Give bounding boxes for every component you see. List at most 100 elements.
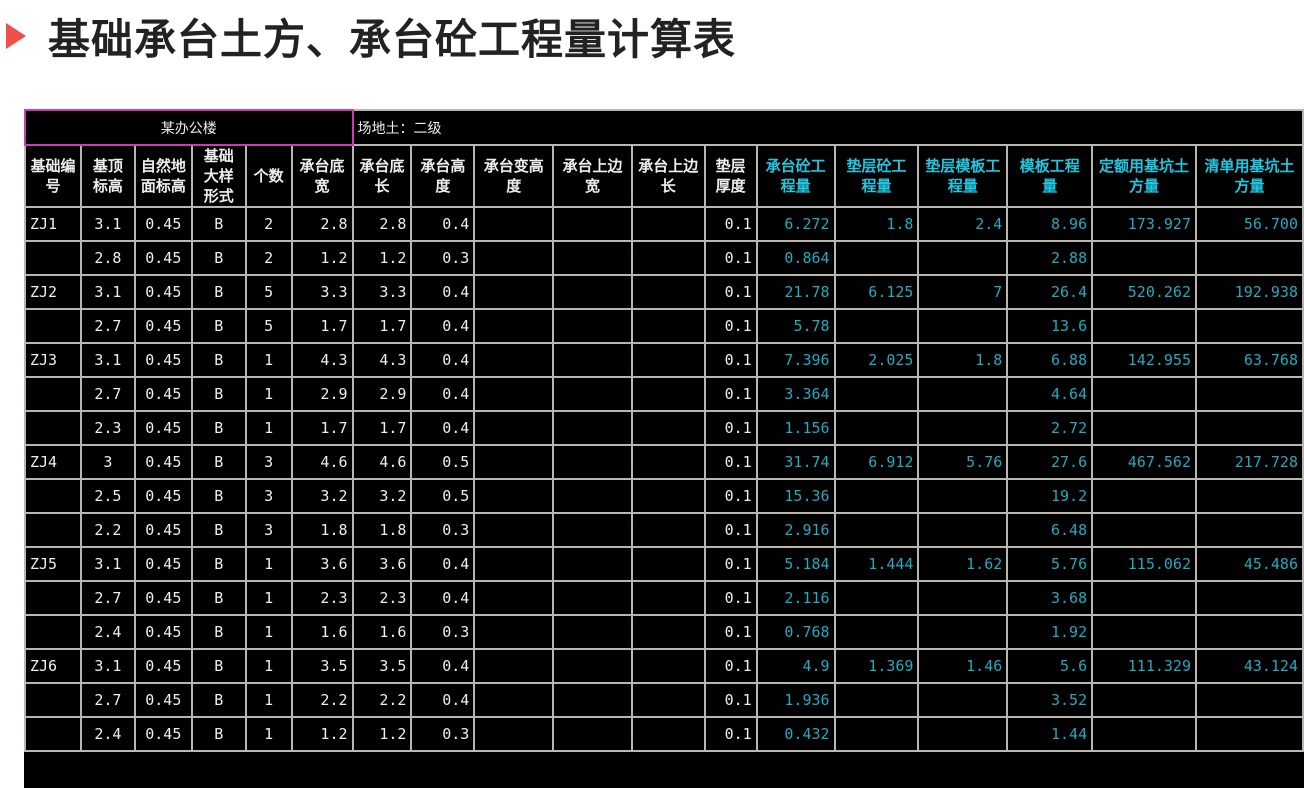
table-cell[interactable]: 2.7 (79, 376, 136, 412)
table-cell[interactable]: 1.8 (351, 512, 413, 548)
table-cell[interactable] (630, 308, 706, 344)
table-cell[interactable]: 2.4 (917, 206, 1009, 242)
column-header[interactable]: 承台高度 (410, 144, 476, 208)
table-cell[interactable]: 5.184 (755, 546, 836, 582)
table-cell[interactable]: 0.4 (410, 274, 476, 310)
table-cell[interactable]: 7.396 (755, 342, 836, 378)
column-header[interactable]: 基础大样形式 (190, 144, 247, 208)
table-cell[interactable]: B (190, 206, 247, 242)
table-cell[interactable] (1091, 580, 1197, 616)
table-cell[interactable] (473, 580, 555, 616)
table-cell[interactable]: 1.2 (290, 240, 354, 276)
table-cell[interactable]: 5.6 (1006, 648, 1094, 684)
column-header[interactable]: 个数 (244, 144, 293, 208)
table-cell[interactable]: 4.64 (1006, 376, 1094, 412)
table-cell[interactable]: 2.8 (79, 240, 136, 276)
table-cell[interactable] (24, 614, 82, 650)
table-cell[interactable]: 3 (244, 444, 293, 480)
table-cell[interactable] (552, 614, 633, 650)
table-cell[interactable]: 2.7 (79, 580, 136, 616)
table-cell[interactable]: 0.4 (410, 410, 476, 446)
table-cell[interactable]: 7 (917, 274, 1009, 310)
table-cell[interactable] (1091, 240, 1197, 276)
table-cell[interactable] (552, 308, 633, 344)
table-cell[interactable] (1195, 410, 1304, 446)
column-header[interactable]: 承台砼工程量 (755, 144, 836, 208)
table-cell[interactable]: 1.46 (917, 648, 1009, 684)
table-cell[interactable] (473, 410, 555, 446)
table-cell[interactable]: 1 (244, 682, 293, 718)
table-cell[interactable]: 0.45 (133, 648, 193, 684)
project-name-cell[interactable]: 某办公楼 (24, 109, 354, 146)
table-cell[interactable]: 0.4 (410, 308, 476, 344)
column-header[interactable]: 清单用基坑土方量 (1195, 144, 1304, 208)
table-cell[interactable]: 1 (244, 614, 293, 650)
table-cell[interactable]: 0.864 (755, 240, 836, 276)
table-cell[interactable]: 1 (244, 716, 293, 752)
table-cell[interactable]: 4.6 (351, 444, 413, 480)
table-cell[interactable] (24, 376, 82, 412)
table-cell[interactable]: 2.8 (351, 206, 413, 242)
table-cell[interactable]: 111.329 (1091, 648, 1197, 684)
table-cell[interactable] (473, 478, 555, 514)
table-cell[interactable]: 56.700 (1195, 206, 1304, 242)
table-cell[interactable]: B (190, 546, 247, 582)
table-cell[interactable] (833, 240, 920, 276)
table-cell[interactable]: 2.7 (79, 682, 136, 718)
table-cell[interactable]: 0.1 (703, 512, 758, 548)
table-cell[interactable]: B (190, 240, 247, 276)
column-header[interactable]: 基础编号 (24, 144, 82, 208)
table-cell[interactable] (630, 206, 706, 242)
table-cell[interactable] (473, 716, 555, 752)
table-cell[interactable]: 0.1 (703, 682, 758, 718)
table-cell[interactable]: 6.88 (1006, 342, 1094, 378)
table-cell[interactable] (552, 512, 633, 548)
table-cell[interactable] (630, 512, 706, 548)
table-cell[interactable]: 0.45 (133, 716, 193, 752)
table-cell[interactable] (1195, 376, 1304, 412)
table-cell[interactable]: 6.912 (833, 444, 920, 480)
table-cell[interactable]: ZJ2 (24, 274, 82, 310)
column-header[interactable]: 承台底长 (351, 144, 413, 208)
table-cell[interactable] (1195, 478, 1304, 514)
table-cell[interactable]: 43.124 (1195, 648, 1304, 684)
table-cell[interactable] (1091, 308, 1197, 344)
table-cell[interactable]: 0.1 (703, 240, 758, 276)
table-cell[interactable]: 0.4 (410, 682, 476, 718)
table-cell[interactable]: B (190, 512, 247, 548)
table-cell[interactable]: 1.62 (917, 546, 1009, 582)
table-cell[interactable]: 1.8 (833, 206, 920, 242)
table-cell[interactable]: 0.3 (410, 240, 476, 276)
table-cell[interactable]: B (190, 308, 247, 344)
table-cell[interactable]: 1.44 (1006, 716, 1094, 752)
table-cell[interactable]: 31.74 (755, 444, 836, 480)
table-cell[interactable] (24, 240, 82, 276)
table-cell[interactable]: 4.9 (755, 648, 836, 684)
table-cell[interactable]: 13.6 (1006, 308, 1094, 344)
table-cell[interactable] (833, 614, 920, 650)
table-cell[interactable]: 0.1 (703, 478, 758, 514)
table-cell[interactable] (552, 410, 633, 446)
table-cell[interactable]: 4.3 (290, 342, 354, 378)
table-cell[interactable]: 0.45 (133, 478, 193, 514)
table-cell[interactable]: 0.45 (133, 682, 193, 718)
table-cell[interactable]: 0.4 (410, 206, 476, 242)
table-cell[interactable]: 2.2 (290, 682, 354, 718)
table-cell[interactable]: 1 (244, 648, 293, 684)
table-cell[interactable]: 0.45 (133, 444, 193, 480)
table-cell[interactable]: 3.1 (79, 546, 136, 582)
table-cell[interactable]: 4.3 (351, 342, 413, 378)
table-cell[interactable] (630, 546, 706, 582)
table-cell[interactable]: 63.768 (1195, 342, 1304, 378)
table-cell[interactable]: B (190, 274, 247, 310)
table-cell[interactable]: 0.3 (410, 512, 476, 548)
table-cell[interactable]: 0.4 (410, 342, 476, 378)
table-cell[interactable]: 0.5 (410, 444, 476, 480)
table-cell[interactable] (1195, 682, 1304, 718)
table-cell[interactable] (833, 716, 920, 752)
table-cell[interactable]: 3.3 (290, 274, 354, 310)
table-cell[interactable]: 3.1 (79, 648, 136, 684)
table-cell[interactable]: 2.916 (755, 512, 836, 548)
table-cell[interactable] (630, 274, 706, 310)
table-cell[interactable]: 0.1 (703, 342, 758, 378)
